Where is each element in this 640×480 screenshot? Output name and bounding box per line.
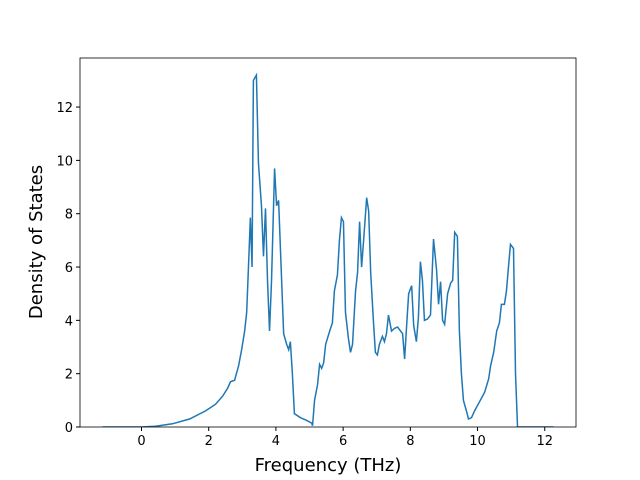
x-tick-label: 0 — [137, 434, 145, 449]
x-tick-label: 8 — [406, 434, 414, 449]
x-axis-label: Frequency (THz) — [255, 455, 402, 476]
y-tick-label: 10 — [56, 154, 73, 169]
y-axis-label: Density of States — [26, 165, 47, 319]
y-tick-label: 6 — [65, 261, 73, 276]
y-tick-label: 12 — [56, 101, 73, 116]
x-tick-label: 2 — [205, 434, 213, 449]
x-tick-label: 12 — [536, 434, 553, 449]
x-tick-label: 6 — [339, 434, 347, 449]
y-tick-label: 0 — [65, 421, 73, 436]
plot-frame — [79, 57, 577, 428]
y-tick-label: 2 — [65, 368, 73, 383]
line — [102, 72, 554, 427]
y-tick-label: 8 — [65, 208, 73, 223]
x-tick-label: 10 — [469, 434, 486, 449]
y-tick-label: 4 — [65, 314, 73, 329]
x-tick-label: 4 — [272, 434, 280, 449]
